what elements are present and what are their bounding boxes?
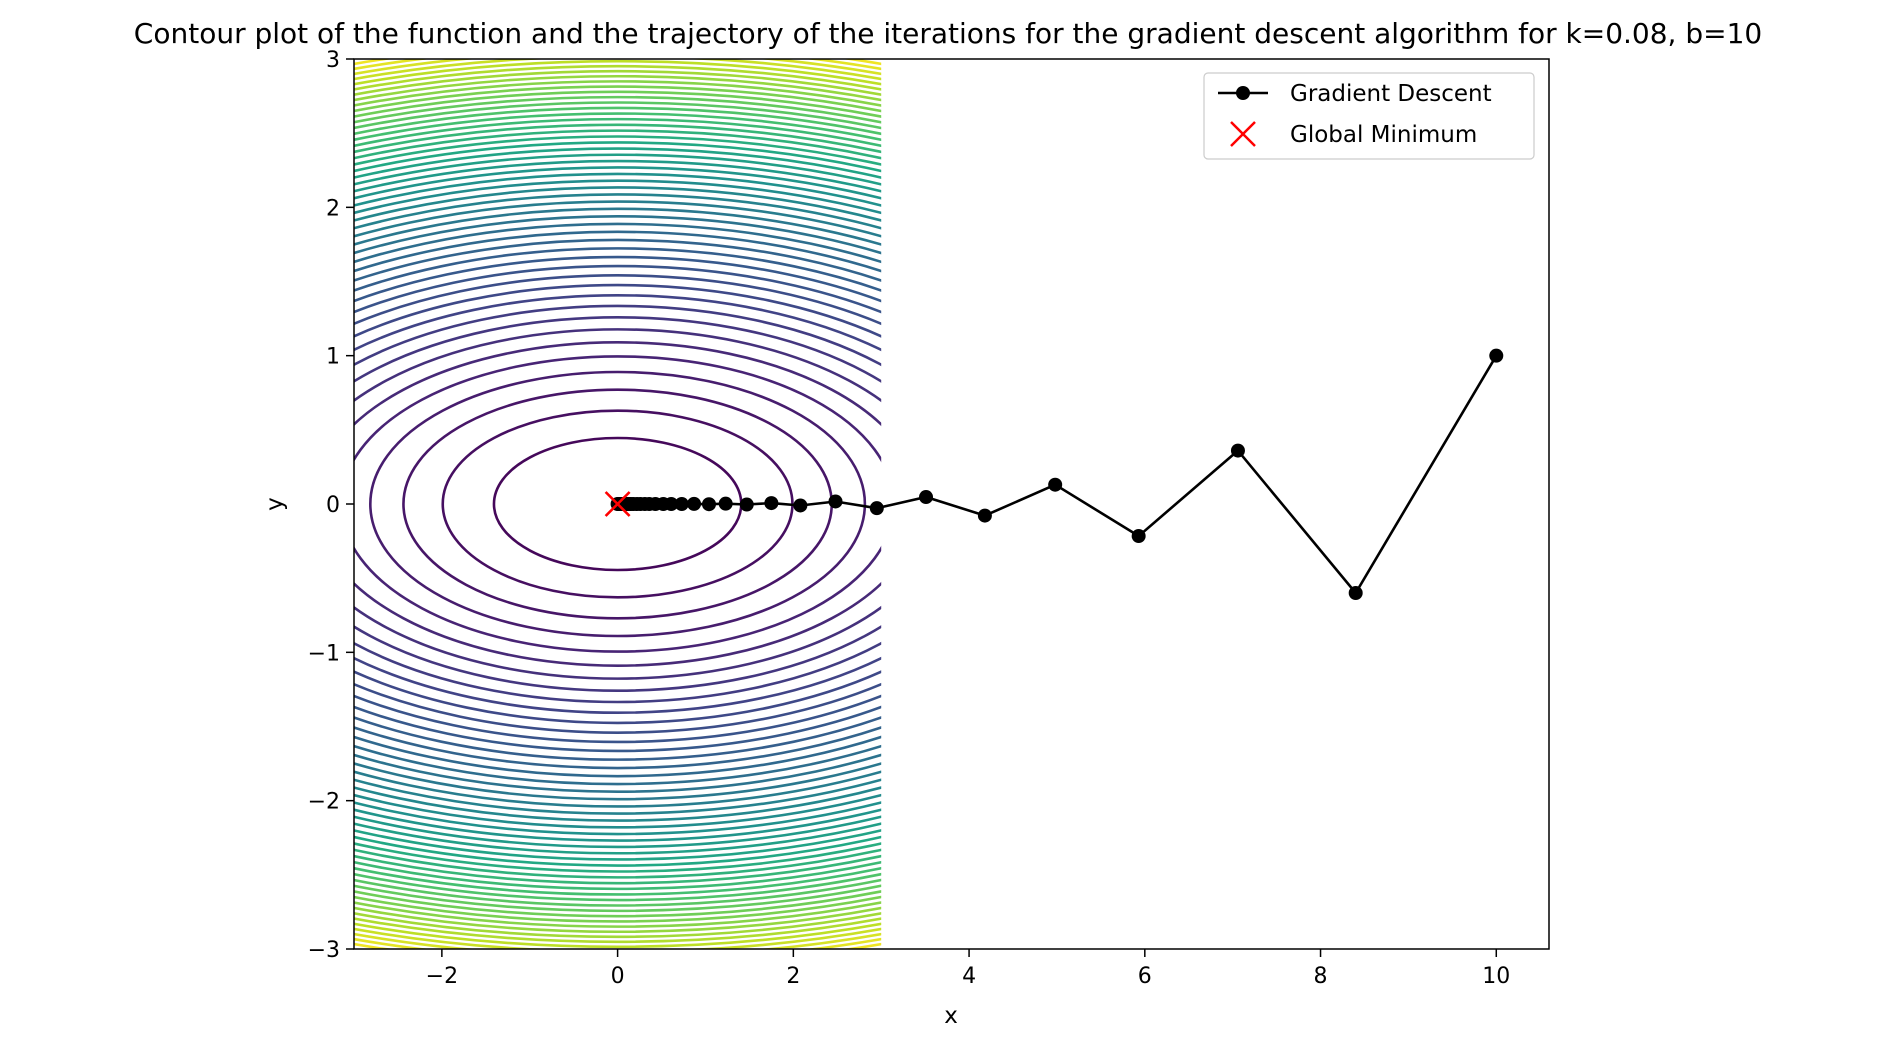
- y-axis-ticks: −3 −2 −1 0 1 2 3: [308, 48, 354, 963]
- contour-level: [354, 200, 882, 808]
- x-tick-label: 2: [786, 964, 800, 989]
- contour-level: [354, 129, 882, 879]
- gradient-descent-point: [977, 508, 992, 523]
- contour-level: [354, 65, 882, 943]
- contour-level: [354, 90, 882, 918]
- contour-level: [354, 238, 882, 770]
- contour-level: [369, 370, 867, 638]
- contour-level: [354, 264, 882, 744]
- global-minimum-marker: [604, 491, 631, 517]
- contour-level: [354, 75, 882, 933]
- contour-level: [354, 166, 882, 842]
- gradient-descent-point: [793, 498, 808, 513]
- global-minimum-point: [604, 491, 631, 517]
- gradient-descent-trajectory: [610, 348, 1504, 600]
- y-tick-label: 1: [326, 345, 340, 370]
- x-tick-label: 4: [962, 964, 976, 989]
- contour-level: [354, 135, 882, 873]
- gradient-descent-point: [828, 494, 843, 509]
- chart-title: Contour plot of the function and the tra…: [134, 17, 1762, 50]
- gradient-descent-point: [764, 496, 779, 511]
- y-tick-label: −2: [308, 790, 340, 815]
- contour-level: [354, 159, 882, 849]
- contour-lines: [354, 59, 882, 949]
- contour-level: [354, 328, 882, 680]
- legend-gradient-descent-marker: [1236, 86, 1250, 100]
- contour-level: [354, 85, 882, 923]
- gradient-descent-point: [674, 497, 689, 511]
- x-tick-label: 6: [1138, 964, 1152, 989]
- contour-level: [354, 153, 882, 855]
- x-tick-label: −2: [426, 964, 458, 989]
- gradient-descent-point: [701, 497, 716, 512]
- contour-level: [354, 60, 882, 948]
- legend: Gradient Descent Global Minimum: [1203, 72, 1535, 160]
- contour-level: [354, 123, 882, 885]
- contour-level: [354, 186, 882, 822]
- contour-level: [354, 294, 882, 714]
- contour-level: [354, 193, 882, 815]
- gradient-descent-point: [869, 501, 884, 516]
- contour-level: [354, 101, 882, 907]
- contour-level: [354, 341, 882, 667]
- gradient-descent-point: [718, 496, 733, 511]
- contour-level: [354, 95, 882, 913]
- gradient-descent-point: [919, 490, 934, 505]
- contour-level: [354, 147, 882, 861]
- legend-global-minimum-marker: [1230, 121, 1256, 147]
- contour-level: [354, 283, 882, 725]
- x-axis-label: x: [944, 1003, 958, 1029]
- y-tick-label: −1: [308, 641, 340, 666]
- legend-gradient-descent-label: Gradient Descent: [1290, 81, 1492, 107]
- legend-box: [1203, 72, 1535, 160]
- contour-level: [354, 179, 882, 829]
- gradient-descent-point: [1348, 586, 1363, 600]
- contour-level: [354, 141, 882, 867]
- y-tick-label: 3: [326, 48, 340, 73]
- contour-level: [354, 255, 882, 753]
- gradient-descent-point: [1230, 443, 1245, 458]
- x-axis-ticks: −2 0 2 4 6 8 10: [426, 949, 1510, 989]
- gradient-descent-point: [739, 497, 754, 512]
- y-axis-label: y: [262, 497, 288, 511]
- contour-level: [354, 304, 882, 704]
- x-tick-label: 8: [1314, 964, 1328, 989]
- legend-global-minimum-label: Global Minimum: [1290, 122, 1477, 148]
- gradient-descent-point: [1489, 348, 1504, 363]
- contour-level: [354, 70, 882, 938]
- contour-level: [354, 215, 882, 793]
- contour-level: [354, 230, 882, 778]
- contour-level: [354, 117, 882, 891]
- contour-level: [354, 316, 882, 692]
- contour-level: [354, 247, 882, 761]
- contour-level: [354, 274, 882, 734]
- contour-level: [354, 80, 882, 928]
- y-tick-label: 2: [326, 196, 340, 221]
- gradient-descent-point: [687, 496, 702, 511]
- contour-level: [354, 106, 882, 902]
- contour-level: [354, 172, 882, 836]
- y-tick-label: 0: [326, 493, 340, 518]
- y-tick-label: −3: [308, 938, 340, 963]
- contour-level: [354, 222, 882, 786]
- gradient-descent-point: [1048, 477, 1063, 492]
- contour-level: [354, 207, 882, 801]
- gradient-descent-point: [1131, 529, 1146, 544]
- contour-level: [354, 112, 882, 896]
- x-tick-label: 10: [1482, 964, 1510, 989]
- contour-level: [354, 355, 882, 653]
- x-tick-label: 0: [611, 964, 625, 989]
